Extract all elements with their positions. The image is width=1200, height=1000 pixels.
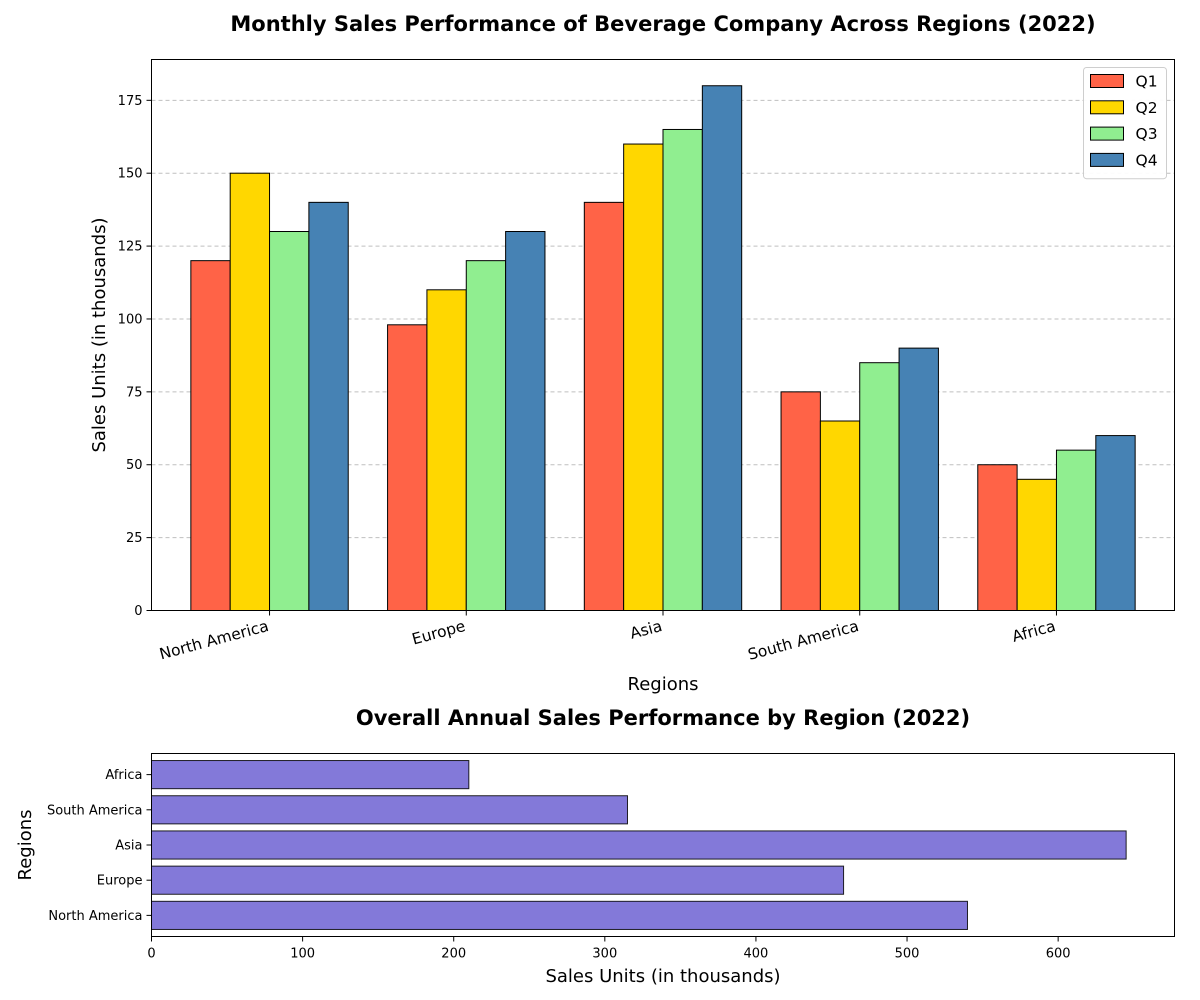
y-tick-label: 50 [126,458,143,473]
x-tick-label: Africa [1010,617,1057,646]
y-tick-label: North America [48,909,142,924]
bar-asia-q2 [623,143,664,611]
legend-frame [1083,67,1167,180]
y-tick-label: Africa [105,768,142,783]
chart-title: Overall Annual Sales Performance by Regi… [356,706,970,730]
bar-europe-q3 [465,260,507,611]
grouped-bar-chart: Monthly Sales Performance of Beverage Co… [89,12,1175,695]
x-axis-label: Sales Units (in thousands) [545,966,780,987]
x-tick-label: Europe [410,617,467,648]
bar-north-america-q1 [190,260,231,611]
bar-north-america-q4 [308,201,349,612]
x-tick-label: 0 [147,947,155,962]
bar-south-america-q3 [859,362,900,611]
y-tick-label: 150 [118,167,143,182]
x-tick-label: North America [158,617,271,663]
bar-south-america-q4 [898,347,939,611]
x-tick-label: Asia [628,617,664,643]
legend-label-q3: Q3 [1136,125,1158,143]
x-tick-label: 400 [744,947,769,962]
bar-asia-q1 [583,201,625,612]
y-tick-label: 175 [118,94,143,109]
legend-swatch-q2 [1090,100,1124,115]
y-tick-label: 25 [126,531,143,546]
bar-africa [151,760,470,790]
y-tick-label: Asia [115,839,142,854]
x-tick-label: 500 [895,947,920,962]
bars [190,85,1136,612]
legend-label-q2: Q2 [1136,99,1158,117]
bar-africa-q3 [1055,449,1097,612]
legend-swatch-q1 [1090,74,1124,88]
x-axis-ticks: North America Europe Asia South America Afri… [158,610,1057,664]
bars [151,760,1127,930]
bar-asia-q3 [662,128,703,611]
x-axis-label: Regions [628,674,699,695]
bar-north-america-q3 [269,231,310,612]
bar-south-america-q1 [780,391,821,611]
legend-swatch-q4 [1090,152,1124,167]
bar-africa-q4 [1095,435,1136,612]
y-tick-label: Europe [97,874,143,889]
bar-europe-q4 [505,231,546,612]
y-tick-label: South America [47,803,143,818]
bar-africa-q2 [1016,478,1057,611]
x-tick-label: 100 [290,947,315,962]
y-tick-label: 100 [118,312,143,327]
legend-label-q1: Q1 [1136,73,1158,91]
chart-title: Monthly Sales Performance of Beverage Co… [230,12,1095,36]
bar-asia-q4 [701,85,743,611]
x-tick-label: 300 [592,947,617,962]
y-tick-label: 0 [134,604,142,619]
legend: Q1 Q2 Q3 Q4 [1083,67,1167,180]
y-tick-label: 125 [118,240,143,255]
bar-north-america-q2 [229,172,271,611]
legend-swatch-q3 [1090,126,1124,141]
x-tick-label: 200 [441,947,466,962]
bar-south-america-q2 [819,420,861,612]
bar-north-america [151,900,968,930]
bar-europe [151,865,845,895]
y-tick-label: 75 [126,385,143,400]
y-axis-label: Sales Units (in thousands) [89,217,110,452]
bar-asia [151,830,1127,860]
x-axis-ticks: 0 100 200 300 400 500 600 [147,936,1071,962]
legend-label-q4: Q4 [1136,151,1158,169]
horizontal-bar-chart: Overall Annual Sales Performance by Regi… [15,706,1175,987]
bar-africa-q1 [977,464,1018,612]
y-axis-ticks: 0 25 50 75 100 125 150 175 [118,94,152,619]
x-tick-label: South America [746,617,861,664]
y-axis-ticks: North America Europe Asia South America Afri… [47,768,152,924]
bar-europe-q1 [387,324,428,611]
bar-europe-q2 [426,289,467,611]
x-tick-label: 600 [1046,947,1071,962]
bar-south-america [151,795,628,825]
y-axis-label: Regions [15,810,36,881]
